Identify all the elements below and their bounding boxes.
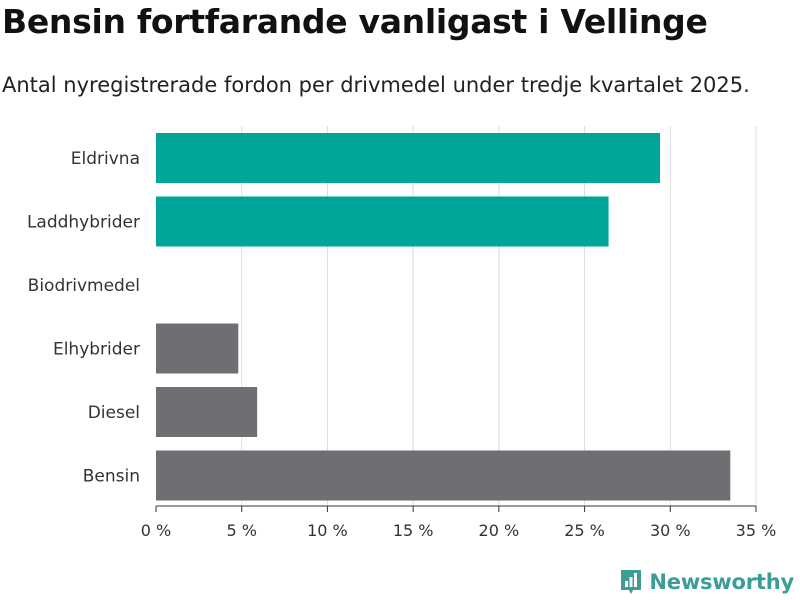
newsworthy-logo-text: Newsworthy [649, 570, 794, 594]
category-label: Bensin [83, 467, 140, 487]
labels: 0 % 5 % 10 % 15 % 20 % 25 % 30 % 35 % Eldrivna La… [27, 149, 776, 540]
bar-laddhybrider [156, 196, 609, 247]
x-tick-label: 20 % [479, 521, 520, 540]
grid-lines [241, 126, 757, 506]
x-tick-label: 0 % [141, 521, 171, 540]
x-tick-label: 25 % [564, 521, 605, 540]
category-label: Biodrivmedel [28, 276, 140, 296]
x-tick-label: 10 % [307, 521, 348, 540]
newsworthy-logo: Newsworthy [619, 568, 794, 596]
bar-eldrivna [156, 133, 660, 183]
bar-elhybrider [156, 323, 239, 374]
category-label: Diesel [88, 403, 140, 423]
newsworthy-logo-icon [621, 570, 642, 594]
chart-title: Bensin fortfarande vanligast i Vellinge [2, 2, 708, 41]
x-tick-label: 30 % [650, 521, 691, 540]
category-label: Eldrivna [71, 149, 140, 169]
axes [155, 505, 757, 512]
bar-bensin [156, 450, 731, 501]
x-tick-label: 35 % [736, 521, 777, 540]
x-tick-label: 15 % [393, 521, 434, 540]
chart-subtitle: Antal nyregistrerade fordon per drivmede… [2, 73, 750, 97]
bars [156, 133, 731, 501]
category-label: Laddhybrider [27, 213, 140, 233]
category-label: Elhybrider [53, 340, 140, 360]
bar-diesel [156, 387, 258, 437]
x-tick-label: 5 % [226, 521, 256, 540]
